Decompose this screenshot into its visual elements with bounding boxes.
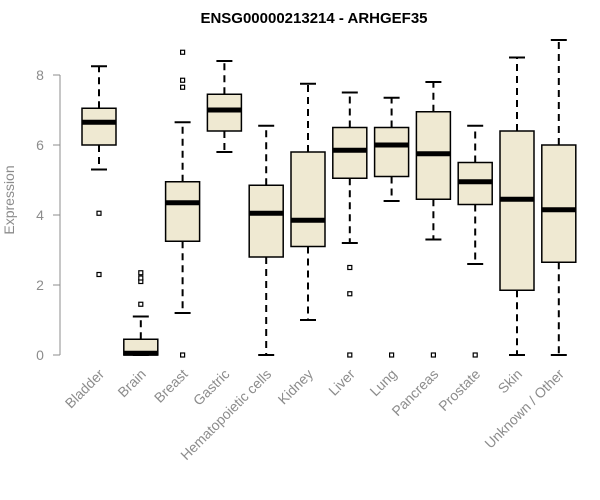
x-tick-label: Unknown / Other [481,366,567,452]
box-bladder [81,65,117,278]
iqr-box [373,126,410,178]
iqr-box [541,144,577,263]
x-tick-label: Brain [114,366,148,400]
iqr-box [290,151,326,248]
x-tick-label: Breast [151,366,191,406]
outlier-point [472,352,478,358]
box-skin [499,56,535,356]
y-axis-label: Expression [1,165,17,234]
outlier-point [138,301,144,307]
iqr-box [248,184,284,258]
outlier-point [180,77,186,83]
boxes-group [81,39,577,358]
box-brain [123,270,159,356]
iqr-box [499,130,535,291]
box-lung [373,96,410,358]
x-tick-label: Skin [495,366,526,397]
y-tick-label: 2 [36,277,44,293]
outlier-point [430,352,436,358]
iqr-box [206,93,243,132]
x-tick-label: Prostate [435,366,483,414]
iqr-box [164,181,201,242]
y-tick-label: 0 [36,347,44,363]
x-tick-label: Lung [366,366,399,399]
iqr-box [81,107,117,146]
box-gastric [206,60,243,153]
outlier-point [347,291,353,297]
box-pancreas [415,81,452,358]
outlier-point [347,264,353,271]
outlier-point [138,270,144,276]
y-tick-label: 6 [36,137,44,153]
box-breast [164,49,201,358]
chart-title: ENSG00000213214 - ARHGEF35 [200,10,427,27]
box-unknown-other [541,39,577,356]
x-tick-label: Liver [325,366,358,399]
y-axis: 0 2 4 6 8 [36,67,61,363]
box-kidney [290,82,326,321]
y-tick-label: 4 [36,207,44,223]
x-tick-label: Kidney [275,366,317,408]
outlier-point [180,84,186,90]
box-hematopoietic-cells [248,124,284,356]
outlier-point [389,352,395,358]
x-tick-label: Bladder [62,366,108,412]
outlier-point [138,275,144,281]
outlier-point [180,352,186,358]
box-liver [332,91,368,358]
outlier-point [347,352,353,358]
outlier-point [96,271,102,278]
outlier-point [180,49,186,55]
y-tick-label: 8 [36,67,44,83]
box-prostate [457,124,493,358]
outlier-point [96,210,102,216]
iqr-box [332,126,368,179]
